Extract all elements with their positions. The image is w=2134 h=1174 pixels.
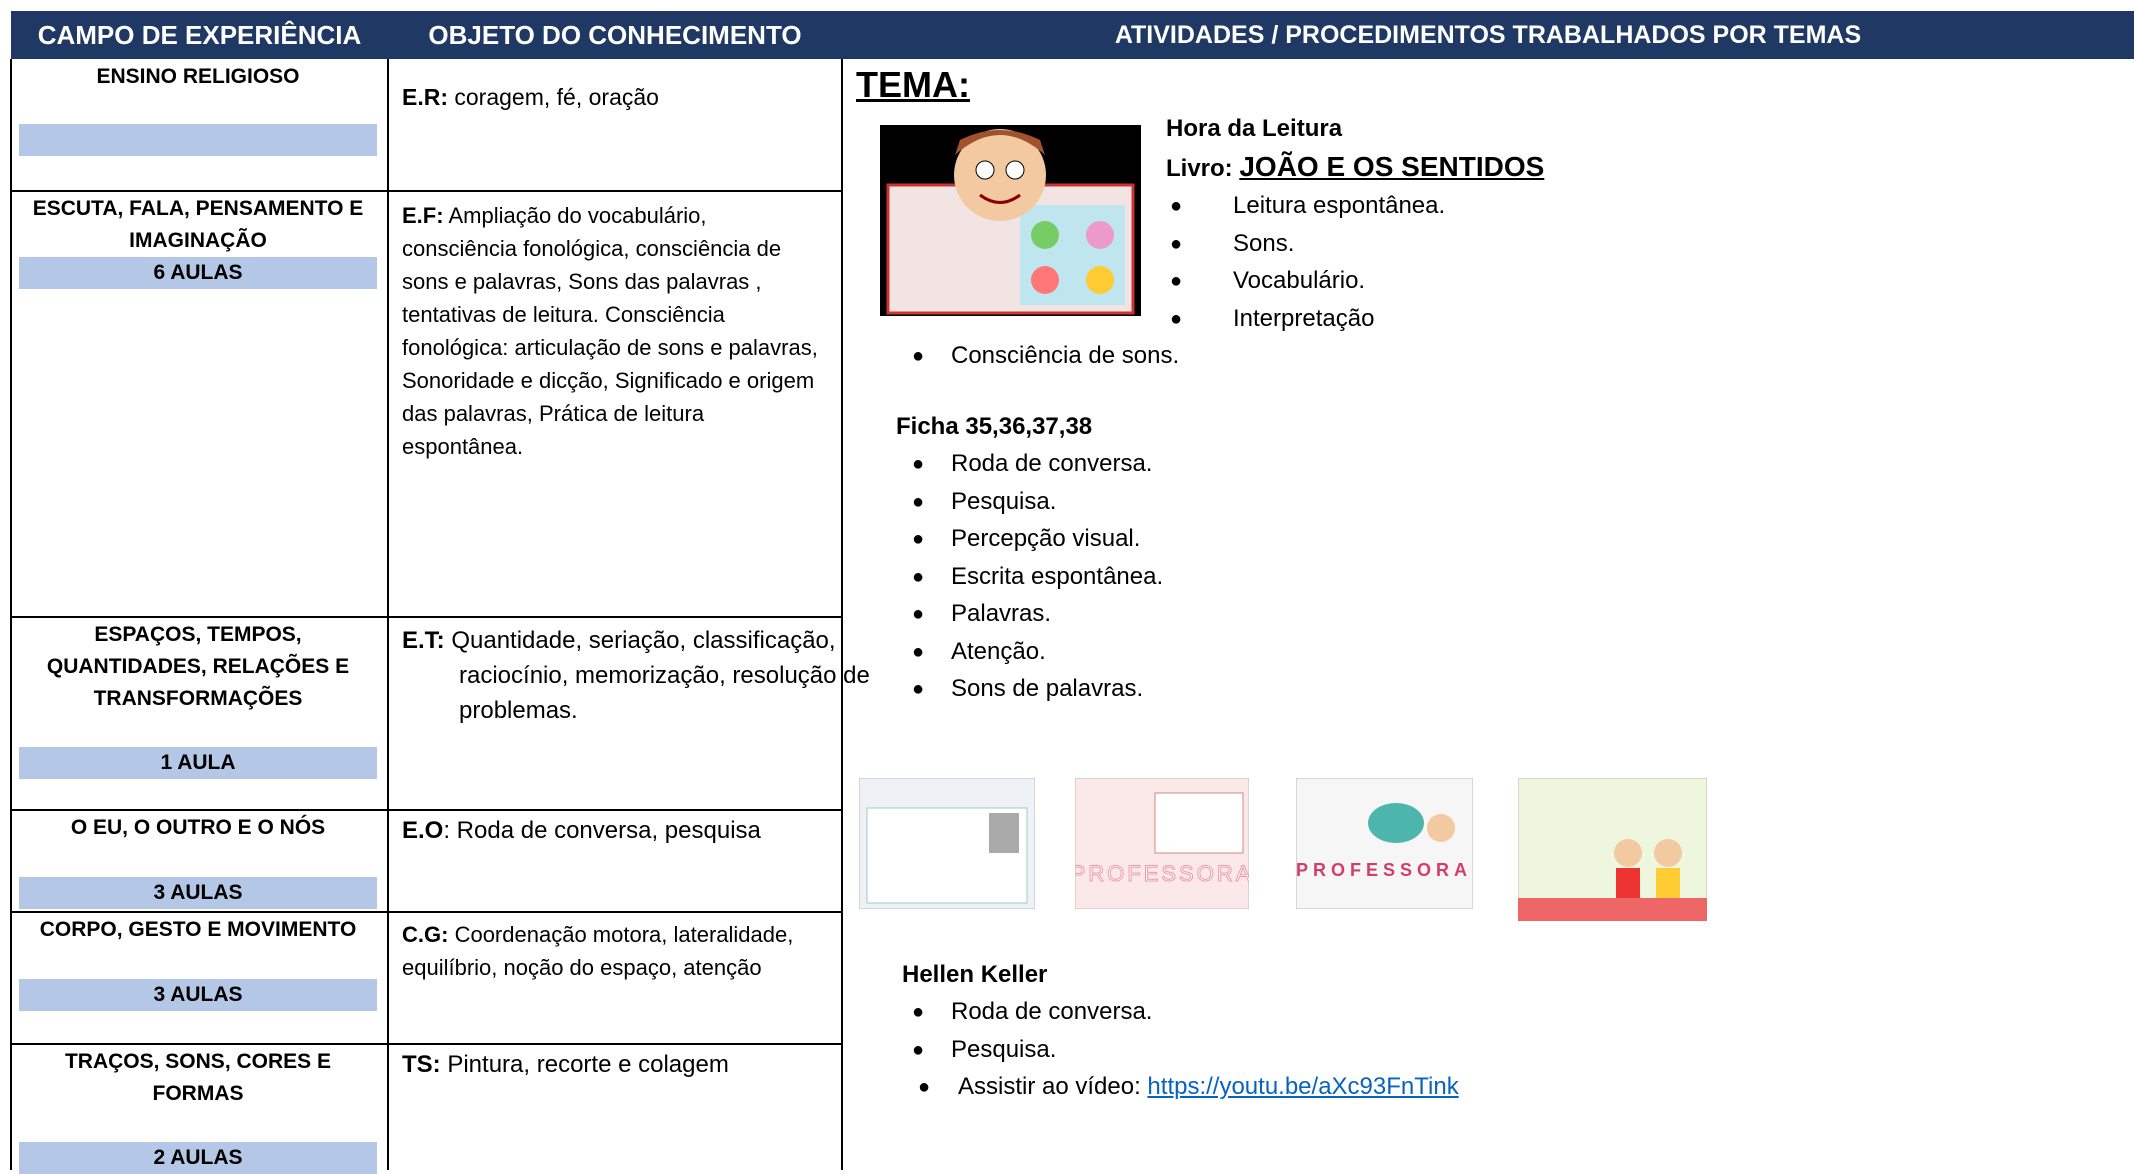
aulas-bar: 1 AULA bbox=[19, 747, 377, 779]
thumbnail-text: PROFESSORA bbox=[1296, 860, 1472, 880]
list-item: Escrita espontânea. bbox=[951, 562, 1164, 590]
thumbnail bbox=[859, 778, 1035, 909]
list-item: Roda de conversa. bbox=[951, 998, 1153, 1025]
header-text: ATIVIDADES / PROCEDIMENTOS TRABALHADOS P… bbox=[1114, 20, 1862, 49]
list-item: Palavras. bbox=[951, 600, 1052, 627]
bullet: ● bbox=[912, 640, 925, 663]
thumbnail bbox=[1518, 778, 1707, 921]
row-border bbox=[11, 190, 842, 192]
thumbnail-text: PROFESSORA bbox=[1075, 861, 1249, 886]
bullet: ● bbox=[912, 528, 925, 550]
list-item: Leitura espontânea. bbox=[1233, 192, 1446, 219]
book-cover bbox=[880, 125, 1141, 316]
video-link[interactable]: https://youtu.be/aXc93FnTink bbox=[1147, 1073, 1459, 1100]
objeto-prefix: E.T: bbox=[402, 627, 445, 654]
bullet: ● bbox=[912, 678, 925, 700]
objeto: E.T: Quantidade, seriação, classificação… bbox=[402, 623, 884, 728]
bullet: ● bbox=[912, 490, 925, 513]
objeto-text: coragem, fé, oração bbox=[454, 84, 659, 110]
thumbnail: PROFESSORA bbox=[1075, 778, 1249, 909]
bullet: ● bbox=[912, 345, 925, 367]
row-border bbox=[11, 616, 842, 618]
objeto-text: Pintura, recorte e colagem bbox=[447, 1051, 729, 1078]
objeto-text: Ampliação do vocabulário, consciência fo… bbox=[402, 203, 818, 459]
aulas-bar: 2 AULAS bbox=[19, 1142, 377, 1174]
bullet: ● bbox=[912, 565, 925, 588]
border bbox=[841, 59, 843, 1170]
tema: TEMA: bbox=[856, 64, 970, 105]
bullet: ● bbox=[1170, 232, 1183, 255]
list-item: Sons de palavras. bbox=[951, 675, 1144, 702]
list-item: Pesquisa. bbox=[951, 487, 1057, 515]
list-item: Sons. bbox=[1233, 229, 1295, 257]
list-item: Consciência de sons. bbox=[951, 342, 1180, 369]
ficha-title: Ficha 35,36,37,38 bbox=[896, 413, 1093, 440]
objeto-prefix: E.R: bbox=[402, 84, 448, 110]
video-label: Assistir ao vídeo: https://youtu.be/aXc9… bbox=[958, 1073, 1459, 1100]
campo: ENSINO RELIGIOSO bbox=[96, 65, 300, 88]
objeto-text: : Roda de conversa, pesquisa bbox=[443, 817, 761, 844]
list-item: Vocabulário. bbox=[1233, 267, 1366, 294]
bullet: ● bbox=[912, 1001, 925, 1023]
bullet: ● bbox=[912, 603, 925, 625]
objeto: E.F: Ampliação do vocabulário, consciênc… bbox=[402, 199, 827, 463]
header-cell: ATIVIDADES / PROCEDIMENTOS TRABALHADOS P… bbox=[842, 11, 2134, 59]
row-border bbox=[11, 1043, 842, 1045]
thumbnail: PROFESSORA bbox=[1296, 778, 1473, 909]
bullet: ● bbox=[1170, 195, 1183, 217]
row-border bbox=[11, 911, 842, 913]
campo: ESPAÇOS, TEMPOS, QUANTIDADES, RELAÇÕES E… bbox=[46, 623, 350, 710]
livro-title: JOÃO E OS SENTIDOS bbox=[1239, 151, 1545, 182]
livro-label: Livro: bbox=[1166, 155, 1233, 182]
bullet: ● bbox=[912, 1038, 925, 1061]
aulas-bar: 3 AULAS bbox=[19, 979, 377, 1011]
livro-line: Livro: JOÃO E OS SENTIDOS bbox=[1166, 151, 1544, 185]
objeto: TS: Pintura, recorte e colagem bbox=[402, 1048, 827, 1081]
header-cell: CAMPO DE EXPERIÊNCIA bbox=[11, 11, 388, 59]
objeto: C.G: Coordenação motora, lateralidade, e… bbox=[402, 918, 827, 984]
objeto-text: Quantidade, seriação, classificação, rac… bbox=[451, 627, 870, 724]
header-cell: OBJETO DO CONHECIMENTO bbox=[388, 11, 842, 59]
aulas-bar bbox=[19, 124, 377, 156]
bullet: ● bbox=[1170, 270, 1183, 292]
objeto: E.R: coragem, fé, oração bbox=[402, 81, 827, 114]
list-item: Interpretação bbox=[1233, 304, 1375, 332]
border bbox=[10, 59, 12, 1170]
bullet: ● bbox=[918, 1076, 931, 1098]
list-item: Percepção visual. bbox=[951, 525, 1141, 552]
aulas-bar: 6 AULAS bbox=[19, 257, 377, 289]
campo: CORPO, GESTO E MOVIMENTO bbox=[39, 918, 357, 941]
row-border bbox=[11, 809, 842, 811]
objeto-prefix: TS: bbox=[402, 1051, 441, 1078]
objeto-prefix: E.O bbox=[402, 817, 444, 844]
bullet: ● bbox=[912, 453, 925, 475]
objeto-prefix: E.F: bbox=[402, 203, 444, 228]
hellen-title: Hellen Keller bbox=[902, 961, 1048, 988]
campo: ESCUTA, FALA, PENSAMENTO E IMAGINAÇÃO bbox=[32, 197, 364, 252]
list-item: Atenção. bbox=[951, 637, 1046, 665]
header-text: OBJETO DO CONHECIMENTO bbox=[428, 19, 802, 50]
objeto-prefix: C.G: bbox=[402, 922, 449, 947]
header-text: CAMPO DE EXPERIÊNCIA bbox=[37, 19, 362, 50]
list-item: Roda de conversa. bbox=[951, 450, 1153, 477]
campo: O EU, O OUTRO E O NÓS bbox=[70, 816, 326, 839]
aulas-bar: 3 AULAS bbox=[19, 877, 377, 909]
reading-title: Hora da Leitura bbox=[1166, 115, 1343, 142]
objeto-text: Coordenação motora, lateralidade, equilí… bbox=[402, 922, 794, 980]
list-item: Pesquisa. bbox=[951, 1035, 1057, 1063]
border bbox=[387, 59, 389, 1170]
bullet: ● bbox=[1170, 307, 1183, 330]
objeto: E.O: Roda de conversa, pesquisa bbox=[402, 814, 827, 847]
campo: TRAÇOS, SONS, CORES E FORMAS bbox=[64, 1050, 332, 1105]
